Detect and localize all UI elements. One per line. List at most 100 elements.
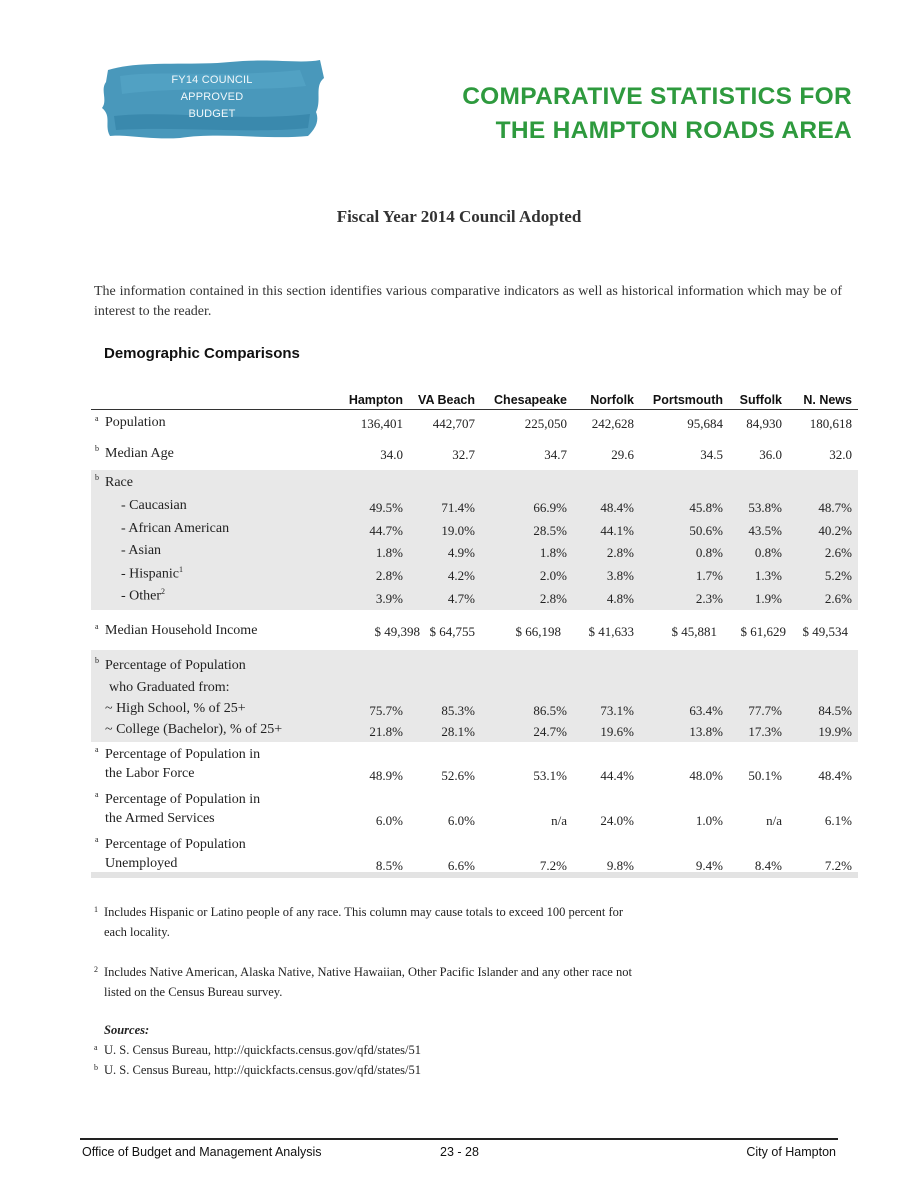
cell: 4.9%: [447, 545, 475, 560]
cell: 6.0%: [375, 813, 403, 828]
footer-city: City of Hampton: [746, 1145, 836, 1159]
cell: $ 45,881: [671, 624, 718, 639]
cell: 45.8%: [689, 500, 723, 515]
cell: 19.0%: [441, 523, 475, 538]
cell: $ 49,534: [802, 624, 849, 639]
cell: 95,684: [687, 416, 723, 431]
footer-divider: [80, 1138, 838, 1140]
cell: 36.0: [759, 447, 782, 462]
cell: 73.1%: [600, 703, 634, 718]
cell: 13.8%: [689, 724, 723, 739]
cell: 48.4%: [600, 500, 634, 515]
cell: $ 64,755: [429, 624, 476, 639]
cell: 2.8%: [606, 545, 634, 560]
source-text: U. S. Census Bureau, http://quickfacts.c…: [104, 1063, 421, 1077]
source-b: b U. S. Census Bureau, http://quickfacts…: [94, 1060, 814, 1080]
table-row-labor-force: a Percentage of Population in the Labor …: [91, 742, 858, 787]
table-row-race: b Race - Caucasian 49.5% 71.4% 66.9% 48.…: [91, 470, 858, 610]
intro-paragraph: The information contained in this sectio…: [94, 284, 842, 319]
table-row-population: a Population 136,401 442,707 225,050 242…: [91, 410, 858, 438]
footnote-text: listed on the Census Bureau survey.: [104, 985, 283, 999]
col-header-suffolk: Suffolk: [739, 393, 782, 407]
row-label: Percentage of Population in: [105, 792, 261, 807]
row-label: ~ High School, % of 25+: [105, 701, 246, 716]
cell: 48.7%: [818, 500, 852, 515]
cell: 84.5%: [818, 703, 852, 718]
footnote-1: 1 Includes Hispanic or Latino people of …: [94, 902, 814, 942]
cell: 7.2%: [539, 858, 567, 873]
row-label: Percentage of Population: [105, 658, 246, 673]
cell: 6.1%: [824, 813, 852, 828]
row-label: - African American: [121, 521, 230, 536]
cell: 53.8%: [748, 500, 782, 515]
row-label: Median Age: [105, 446, 174, 461]
cell: 44.1%: [600, 523, 634, 538]
cell: 32.0: [829, 447, 852, 462]
cell: 4.7%: [447, 591, 475, 606]
table-row-income: a Median Household Income $ 49,398 $ 64,…: [91, 610, 858, 650]
cell: 9.4%: [695, 858, 723, 873]
footnote-marker: 2: [94, 965, 98, 974]
cell: 50.1%: [748, 768, 782, 783]
cell: 29.6: [611, 447, 634, 462]
col-header-chesapeake: Chesapeake: [494, 393, 567, 407]
cell: 28.5%: [533, 523, 567, 538]
cell: 242,628: [591, 416, 634, 431]
table-row-median-age: b Median Age 34.0 32.7 34.7 29.6 34.5 36…: [91, 438, 858, 470]
budget-badge-brushstroke: [102, 60, 324, 139]
cell: 28.1%: [441, 724, 475, 739]
row-label: - Caucasian: [121, 498, 187, 513]
footnote-marker: 1: [94, 905, 98, 914]
cell: 21.8%: [369, 724, 403, 739]
cell: 5.2%: [824, 568, 852, 583]
cell: 1.7%: [695, 568, 723, 583]
row-label: Unemployed: [105, 856, 178, 871]
cell: 75.7%: [369, 703, 403, 718]
cell: 19.9%: [818, 724, 852, 739]
title-line-2: THE HAMPTON ROADS AREA: [495, 117, 852, 144]
source-marker: a: [95, 622, 99, 631]
footnote-text: each locality.: [104, 925, 170, 939]
cell: 34.0: [380, 447, 403, 462]
footer-office: Office of Budget and Management Analysis: [82, 1145, 322, 1159]
cell: 225,050: [524, 416, 567, 431]
cell: n/a: [766, 813, 782, 828]
cell: 2.0%: [539, 568, 567, 583]
cell: 86.5%: [533, 703, 567, 718]
cell: 1.8%: [375, 545, 403, 560]
row-label-text: - Hispanic: [121, 566, 179, 582]
row-label: Population: [105, 415, 166, 430]
cell: 50.6%: [689, 523, 723, 538]
cell: 19.6%: [600, 724, 634, 739]
cell: 34.5: [700, 447, 723, 462]
cell: 2.8%: [375, 568, 403, 583]
cell: 180,618: [809, 416, 852, 431]
cell: $ 61,629: [740, 624, 787, 639]
cell: 53.1%: [533, 768, 567, 783]
section-heading: Demographic Comparisons: [104, 345, 300, 362]
cell: 71.4%: [441, 500, 475, 515]
footnote-text: Includes Native American, Alaska Native,…: [104, 965, 632, 979]
source-text: U. S. Census Bureau, http://quickfacts.c…: [104, 1043, 421, 1057]
source-marker: a: [95, 835, 99, 844]
footnotes: 1 Includes Hispanic or Latino people of …: [94, 902, 814, 1080]
cell: 49.5%: [369, 500, 403, 515]
row-label: the Armed Services: [105, 811, 215, 826]
cell: 3.8%: [606, 568, 634, 583]
cell: 17.3%: [748, 724, 782, 739]
row-label: - Other2: [121, 587, 165, 605]
row-label: Median Household Income: [105, 623, 258, 638]
fiscal-year-subtitle: Fiscal Year 2014 Council Adopted: [336, 207, 582, 226]
source-marker: a: [95, 414, 99, 423]
source-marker: a: [94, 1043, 98, 1052]
cell: 24.7%: [533, 724, 567, 739]
cell: 77.7%: [748, 703, 782, 718]
source-marker: b: [95, 473, 99, 482]
cell: 84,930: [746, 416, 782, 431]
table-row-education: b Percentage of Population who Graduated…: [91, 650, 858, 742]
row-label: Race: [105, 475, 133, 490]
row-label-text: - Other: [121, 588, 162, 604]
source-marker: b: [94, 1063, 98, 1072]
footnote-2: 2 Includes Native American, Alaska Nativ…: [94, 962, 814, 1002]
table-header: Hampton VA Beach Chesapeake Norfolk Port…: [91, 390, 858, 410]
